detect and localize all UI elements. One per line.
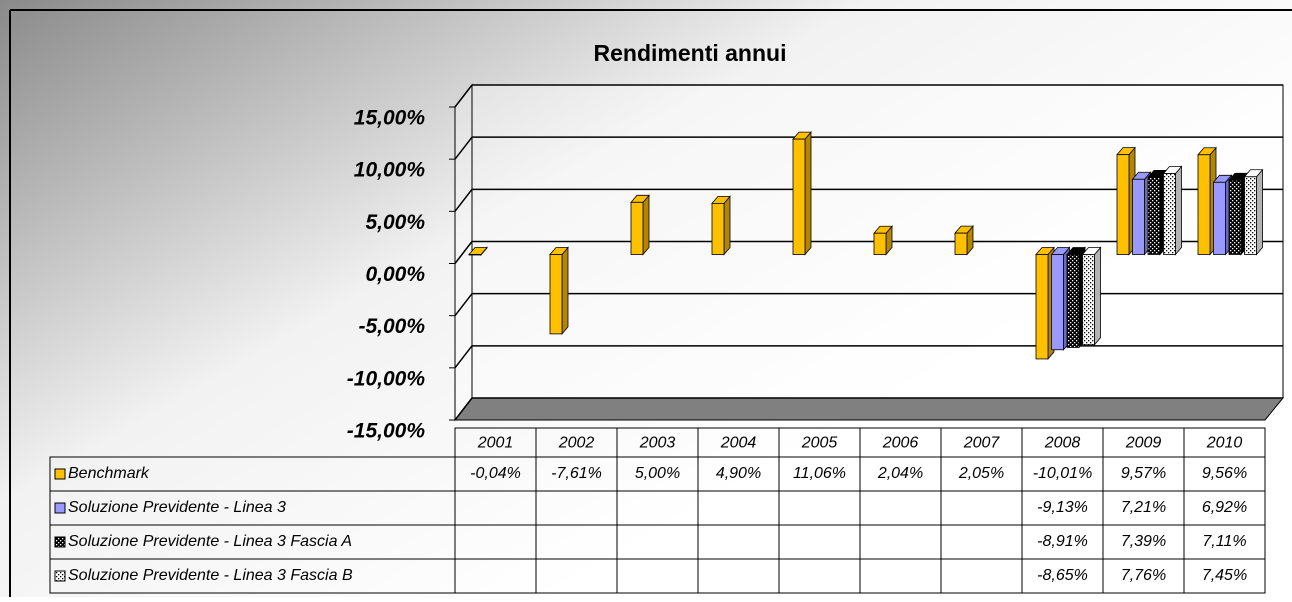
grid-line bbox=[454, 345, 473, 369]
table-value: 4,90% bbox=[716, 465, 761, 482]
table-header: 2006 bbox=[882, 435, 919, 452]
table-value: 2,04% bbox=[877, 465, 923, 482]
table-value: -10,01% bbox=[1033, 465, 1093, 482]
table-value: -9,13% bbox=[1037, 499, 1088, 516]
legend-key bbox=[54, 536, 66, 548]
table-header: 2001 bbox=[477, 435, 514, 452]
bar-side bbox=[561, 246, 569, 335]
y-tick-label: -5,00% bbox=[358, 315, 425, 338]
table-value: -8,91% bbox=[1037, 533, 1088, 550]
bar bbox=[1051, 254, 1064, 351]
legend-key bbox=[54, 468, 66, 480]
bar bbox=[1082, 254, 1095, 346]
bar bbox=[1244, 176, 1257, 255]
bar bbox=[1163, 173, 1176, 255]
bar bbox=[873, 232, 887, 255]
table-value: -0,04% bbox=[470, 465, 521, 482]
y-tick-label: 0,00% bbox=[365, 263, 425, 286]
legend-key bbox=[54, 570, 66, 582]
table-header: 2008 bbox=[1044, 435, 1081, 452]
floor bbox=[453, 397, 1285, 421]
bar-side bbox=[1175, 165, 1182, 256]
bar bbox=[954, 232, 968, 255]
grid-line bbox=[454, 293, 473, 317]
table-value: 11,06% bbox=[793, 465, 846, 482]
grid-line bbox=[454, 136, 473, 160]
table-value: -8,65% bbox=[1037, 567, 1088, 584]
grid-line bbox=[454, 397, 473, 421]
legend-key bbox=[54, 502, 66, 514]
table-value: 7,76% bbox=[1121, 567, 1166, 584]
table-value: -7,61% bbox=[551, 465, 602, 482]
bar bbox=[711, 202, 725, 255]
table-header: 2009 bbox=[1125, 435, 1162, 452]
table-header: 2002 bbox=[558, 435, 595, 452]
bar bbox=[1066, 254, 1080, 348]
grid-line bbox=[454, 241, 473, 264]
table-value: 2,05% bbox=[958, 465, 1004, 482]
bar bbox=[468, 254, 482, 256]
bar bbox=[1147, 176, 1161, 255]
table-header: 2005 bbox=[801, 435, 838, 452]
bar bbox=[1035, 254, 1049, 360]
table-value: 9,56% bbox=[1202, 465, 1247, 482]
y-tick-label: 15,00% bbox=[354, 107, 426, 130]
bar bbox=[1132, 178, 1145, 255]
table-value: 7,45% bbox=[1202, 567, 1247, 584]
legend-label: Soluzione Previdente - Linea 3 Fascia B bbox=[68, 567, 353, 584]
bar bbox=[630, 201, 644, 255]
bar bbox=[1228, 179, 1242, 255]
bar-side bbox=[723, 195, 731, 256]
y-tick-label: 10,00% bbox=[354, 159, 426, 182]
y-tick-label: -15,00% bbox=[347, 420, 426, 443]
bar bbox=[792, 138, 806, 255]
table-value: 6,92% bbox=[1202, 499, 1247, 516]
y-tick-label: 5,00% bbox=[365, 211, 425, 234]
chart-title: Rendimenti annui bbox=[594, 40, 787, 66]
grid-line bbox=[454, 84, 473, 108]
bar-side bbox=[1094, 246, 1101, 346]
table-value: 5,00% bbox=[635, 465, 680, 482]
legend-label: Soluzione Previdente - Linea 3 Fascia A bbox=[68, 533, 352, 550]
table-value: 9,57% bbox=[1121, 465, 1166, 482]
bar-side bbox=[804, 131, 812, 256]
table-cell bbox=[1183, 558, 1266, 594]
table-header: 2004 bbox=[720, 435, 757, 452]
table-header: 2003 bbox=[639, 435, 676, 452]
table-value: 7,39% bbox=[1121, 533, 1166, 550]
grid-line bbox=[454, 188, 473, 212]
bar-side bbox=[642, 194, 650, 256]
legend-label: Soluzione Previdente - Linea 3 bbox=[68, 499, 286, 516]
bar bbox=[549, 254, 563, 335]
legend-label: Benchmark bbox=[68, 465, 150, 482]
y-tick-label: -10,00% bbox=[347, 367, 426, 390]
bar bbox=[1213, 181, 1226, 255]
bar bbox=[1197, 154, 1211, 255]
table-value: 7,11% bbox=[1202, 533, 1246, 550]
table-value: 7,21% bbox=[1121, 499, 1166, 516]
table-header: 2010 bbox=[1206, 435, 1243, 452]
bar-side bbox=[1256, 168, 1263, 256]
table-header: 2007 bbox=[963, 435, 1001, 452]
bar bbox=[1116, 154, 1130, 255]
